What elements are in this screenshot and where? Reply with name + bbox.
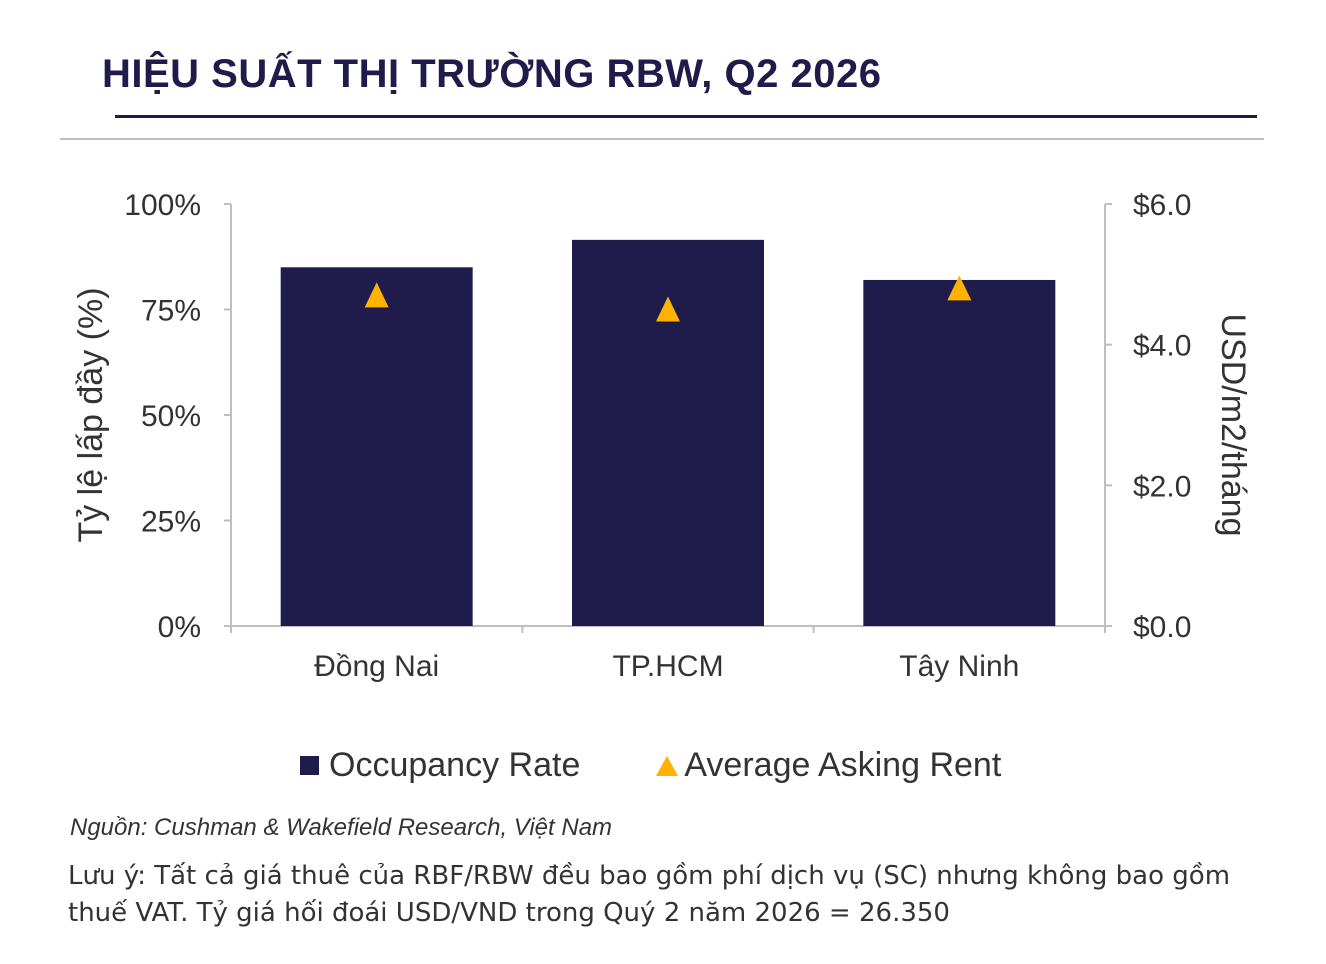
occupancy-bar xyxy=(280,267,473,626)
x-axis-category-label: TP.HCM xyxy=(612,650,723,683)
legend-label-rent: Average Asking Rent xyxy=(684,746,1002,784)
title-underline xyxy=(115,115,1257,118)
header-divider xyxy=(60,138,1264,140)
right-axis-tick-label: $2.0 xyxy=(1133,470,1191,503)
x-axis-category-label: Đồng Nai xyxy=(314,650,439,683)
legend-swatch-bar xyxy=(300,756,319,775)
rent-marker-triangle xyxy=(947,275,972,301)
left-axis-tick-label: 100% xyxy=(124,189,201,222)
rent-marker-triangle xyxy=(364,282,389,308)
right-axis-tick-label: $4.0 xyxy=(1133,330,1191,363)
right-axis-tick-label: $6.0 xyxy=(1133,189,1191,222)
occupancy-bar xyxy=(863,279,1056,626)
legend-item-rent: Average Asking Rent xyxy=(656,746,1001,785)
left-axis-tick-label: 50% xyxy=(141,400,201,433)
right-axis-title: USD/m2/tháng xyxy=(1214,314,1252,537)
legend-item-occupancy: Occupancy Rate xyxy=(300,746,580,785)
left-axis-title: Tỷ lệ lấp đầy (%) xyxy=(72,287,110,542)
left-axis-tick-label: 0% xyxy=(158,611,201,644)
chart-legend: Occupancy Rate Average Asking Rent xyxy=(300,746,1077,785)
right-axis-tick-label: $0.0 xyxy=(1133,611,1191,644)
x-axis-category-label: Tây Ninh xyxy=(899,650,1019,683)
legend-swatch-triangle-icon xyxy=(656,755,679,776)
left-axis-tick-label: 75% xyxy=(141,295,201,328)
chart-plot: 0% 25% 50% 75% 100% $0.0 $2.0 $4.0 $6.0 Đồng Nai T… xyxy=(72,189,1252,683)
left-axis-tick-label: 25% xyxy=(141,506,201,539)
source-text: Nguồn: Cushman & Wakefield Research, Việ… xyxy=(70,814,613,841)
chart-title: HIỆU SUẤT THỊ TRƯỜNG RBW, Q2 2026 xyxy=(102,52,882,96)
rent-marker-triangle xyxy=(656,296,680,322)
legend-label-occupancy: Occupancy Rate xyxy=(329,746,581,784)
note-text: Lưu ý: Tất cả giá thuê của RBF/RBW đều b… xyxy=(68,861,1231,928)
